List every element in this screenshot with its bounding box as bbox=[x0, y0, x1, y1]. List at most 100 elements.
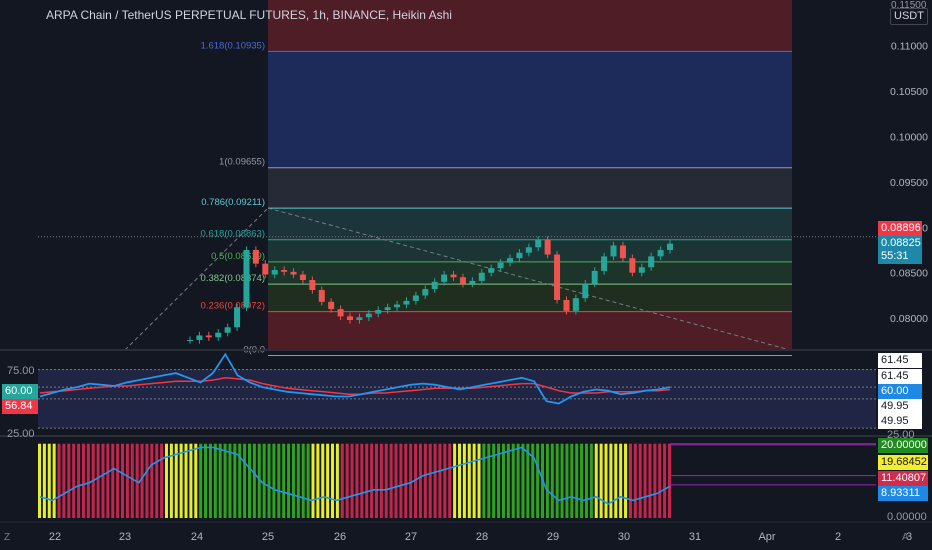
osc-bar bbox=[311, 443, 315, 518]
osc-bar bbox=[243, 443, 247, 518]
osc-bar bbox=[130, 443, 134, 518]
osc-bar bbox=[648, 443, 652, 518]
osc-bar bbox=[409, 443, 413, 518]
last-red-price: 0.08896 bbox=[878, 221, 922, 236]
osc-bar bbox=[360, 443, 364, 518]
candle-body bbox=[488, 268, 495, 273]
candle-body bbox=[271, 270, 278, 275]
candle-body bbox=[619, 245, 626, 259]
osc-bar bbox=[326, 443, 330, 518]
osc-bar bbox=[213, 443, 217, 518]
fib-zone-1 bbox=[268, 167, 792, 209]
candle-body bbox=[215, 332, 222, 338]
time-label: 24 bbox=[191, 531, 203, 543]
osc-label-4: 8.93311 bbox=[878, 486, 928, 501]
osc-bar bbox=[272, 443, 276, 518]
osc-bar bbox=[86, 443, 90, 518]
auto-scale-corner[interactable]: A bbox=[902, 532, 909, 543]
candle-body bbox=[290, 271, 297, 275]
candle-body bbox=[497, 262, 504, 269]
candle-body bbox=[525, 247, 532, 253]
osc-bar bbox=[140, 443, 144, 518]
price-tick-label: 0.08500 bbox=[890, 268, 928, 280]
osc-bar bbox=[492, 443, 496, 518]
time-label: 27 bbox=[405, 531, 417, 543]
osc-bar bbox=[653, 443, 657, 518]
osc-bar bbox=[379, 443, 383, 518]
fib-label: 0.382(0.08374) bbox=[201, 273, 265, 284]
osc-bar bbox=[560, 443, 564, 518]
osc-bar bbox=[516, 443, 520, 518]
candle-body bbox=[281, 270, 288, 272]
fib-zone-0786 bbox=[268, 208, 792, 240]
osc-bar bbox=[282, 443, 286, 518]
candle-body bbox=[375, 310, 382, 314]
osc-bar bbox=[277, 443, 281, 518]
candle-body bbox=[384, 307, 391, 310]
osc-bar bbox=[350, 443, 354, 518]
candle-body bbox=[187, 340, 193, 341]
osc-bar bbox=[643, 443, 647, 518]
osc-bar bbox=[204, 443, 208, 518]
osc-bar bbox=[365, 443, 369, 518]
osc-bar bbox=[262, 443, 266, 518]
osc-bar bbox=[448, 443, 452, 518]
candle-body bbox=[591, 270, 598, 284]
osc-label-1: 20.00000 bbox=[878, 438, 928, 453]
fib-zone-0382 bbox=[268, 284, 792, 312]
osc-bar bbox=[472, 443, 476, 518]
osc-bar bbox=[389, 443, 393, 518]
osc-bar bbox=[501, 443, 505, 518]
osc-bar bbox=[506, 443, 510, 518]
time-label: 25 bbox=[262, 531, 274, 543]
candle-body bbox=[422, 289, 429, 296]
osc-bar bbox=[287, 443, 291, 518]
osc-bar bbox=[575, 443, 579, 518]
candle-body bbox=[234, 307, 241, 328]
time-label: 26 bbox=[334, 531, 346, 543]
osc-bar bbox=[62, 443, 66, 518]
candle-body bbox=[243, 250, 250, 308]
osc-bar bbox=[433, 443, 437, 518]
osc-bar bbox=[555, 443, 559, 518]
symbol-title[interactable]: ARPA Chain / TetherUS PERPETUAL FUTURES,… bbox=[46, 8, 452, 22]
candle-body bbox=[582, 283, 589, 299]
top-price-label: 0.11500 bbox=[891, 0, 927, 11]
time-label: 30 bbox=[618, 531, 630, 543]
osc-bar bbox=[497, 443, 501, 518]
osc-bar bbox=[316, 443, 320, 518]
rsi-left-top: 75.00 bbox=[7, 365, 35, 377]
price-tick-label: 0.09500 bbox=[890, 177, 928, 189]
osc-bar bbox=[604, 443, 608, 518]
candle-body bbox=[544, 240, 551, 255]
osc-bar bbox=[624, 443, 628, 518]
osc-bar bbox=[536, 443, 540, 518]
candle-body bbox=[262, 263, 269, 275]
candle-body bbox=[638, 267, 645, 273]
osc-bar bbox=[208, 443, 212, 518]
candle-body bbox=[657, 250, 664, 257]
candle-body bbox=[309, 280, 316, 290]
rsi-left-green: 60.00 bbox=[2, 384, 38, 399]
osc-bar bbox=[335, 443, 339, 518]
osc-bar bbox=[438, 443, 442, 518]
timezone-corner[interactable]: Z bbox=[4, 532, 11, 543]
osc-bar bbox=[116, 443, 120, 518]
osc-bar bbox=[428, 443, 432, 518]
osc-bar bbox=[394, 443, 398, 518]
currency-badge[interactable]: USDT bbox=[890, 8, 928, 25]
osc-bar bbox=[199, 443, 203, 518]
trend-line-up bbox=[124, 207, 269, 351]
osc-bar bbox=[296, 443, 300, 518]
price-tick-label: 0.10000 bbox=[890, 131, 928, 143]
osc-bar bbox=[301, 443, 305, 518]
candle-body bbox=[667, 243, 673, 250]
time-label: 3 bbox=[906, 531, 912, 543]
fib-label: 1.618(0.10935) bbox=[201, 40, 265, 51]
candle-body bbox=[252, 250, 259, 264]
candle-body bbox=[648, 256, 655, 268]
osc-bar bbox=[47, 443, 51, 518]
osc-bar bbox=[619, 443, 623, 518]
